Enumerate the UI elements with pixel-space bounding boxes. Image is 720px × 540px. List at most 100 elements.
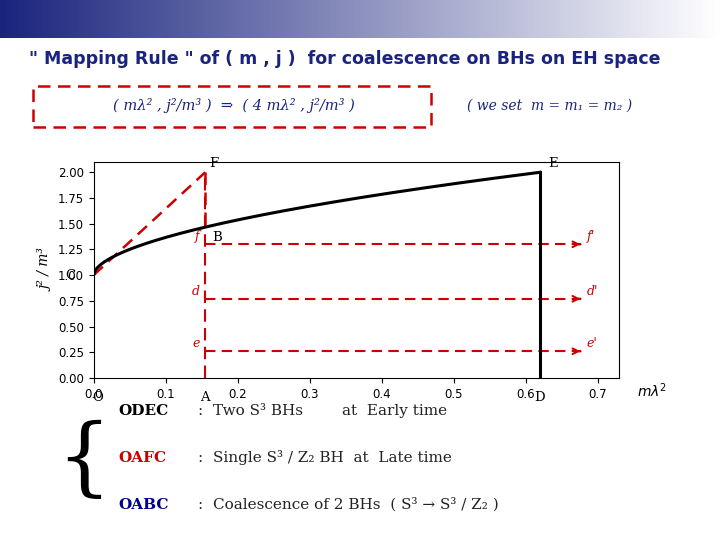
Bar <box>79 0 81 42</box>
Bar <box>50 0 53 42</box>
Bar <box>441 0 444 42</box>
Bar <box>77 0 79 42</box>
Bar <box>456 0 459 42</box>
Bar <box>425 0 427 42</box>
Bar <box>365 0 367 42</box>
Bar <box>367 0 369 42</box>
Bar <box>2 0 5 42</box>
Bar <box>283 0 286 42</box>
Bar <box>233 0 235 42</box>
Bar <box>189 0 192 42</box>
Bar <box>274 0 276 42</box>
Text: :  Two S³ BHs        at  Early time: : Two S³ BHs at Early time <box>198 403 447 418</box>
Bar <box>612 0 614 42</box>
Bar <box>336 0 338 42</box>
Bar <box>135 0 137 42</box>
Bar <box>559 0 562 42</box>
Text: OAFC: OAFC <box>119 451 167 465</box>
Bar <box>693 0 696 42</box>
Bar <box>343 0 346 42</box>
Bar <box>271 0 274 42</box>
Bar <box>55 0 58 42</box>
Bar <box>533 0 535 42</box>
Bar <box>641 0 643 42</box>
Bar <box>449 0 451 42</box>
Bar <box>686 0 689 42</box>
Text: ( we set  m = m₁ = m₂ ): ( we set m = m₁ = m₂ ) <box>467 99 632 113</box>
Bar <box>151 0 153 42</box>
Bar <box>358 0 360 42</box>
Bar <box>473 0 475 42</box>
Bar <box>603 0 605 42</box>
Bar <box>31 0 34 42</box>
Bar <box>225 0 228 42</box>
Bar <box>679 0 682 42</box>
Bar <box>624 0 626 42</box>
Bar <box>629 0 631 42</box>
Text: e: e <box>192 337 199 350</box>
Bar <box>562 0 564 42</box>
Bar <box>403 0 405 42</box>
Bar <box>132 0 135 42</box>
Bar <box>518 0 521 42</box>
Bar <box>286 0 288 42</box>
Bar <box>646 0 648 42</box>
Bar <box>60 0 63 42</box>
Bar <box>305 0 307 42</box>
Bar <box>221 0 223 42</box>
Bar <box>691 0 693 42</box>
Text: {: { <box>56 420 112 503</box>
Bar <box>101 0 103 42</box>
Bar <box>125 0 127 42</box>
FancyBboxPatch shape <box>33 86 431 127</box>
Bar <box>593 0 595 42</box>
Bar <box>490 0 492 42</box>
Bar <box>665 0 667 42</box>
Bar <box>389 0 391 42</box>
Bar <box>171 0 173 42</box>
Bar <box>706 0 708 42</box>
Bar <box>432 0 434 42</box>
Bar <box>475 0 477 42</box>
Bar <box>578 0 581 42</box>
Bar <box>9 0 12 42</box>
Bar <box>581 0 583 42</box>
Bar <box>108 0 110 42</box>
Bar <box>585 0 588 42</box>
Bar <box>509 0 511 42</box>
Bar <box>279 0 281 42</box>
Bar <box>600 0 603 42</box>
Bar <box>204 0 207 42</box>
Bar <box>223 0 225 42</box>
Bar <box>492 0 495 42</box>
Text: F: F <box>209 157 218 170</box>
Bar <box>276 0 279 42</box>
Bar <box>526 0 528 42</box>
Bar <box>269 0 271 42</box>
Bar <box>216 0 218 42</box>
Bar <box>192 0 194 42</box>
Bar <box>540 0 542 42</box>
Bar <box>480 0 482 42</box>
Bar <box>86 0 89 42</box>
Bar <box>557 0 559 42</box>
Bar <box>310 0 312 42</box>
Bar <box>259 0 261 42</box>
Bar <box>698 0 701 42</box>
Bar <box>564 0 567 42</box>
Text: d: d <box>192 285 199 298</box>
Bar <box>180 0 182 42</box>
Bar <box>178 0 180 42</box>
Bar <box>595 0 598 42</box>
Text: ( mλ² , j²/m³ )  ⇒  ( 4 mλ² , j²/m³ ): ( mλ² , j²/m³ ) ⇒ ( 4 mλ² , j²/m³ ) <box>113 98 355 113</box>
Bar <box>631 0 634 42</box>
Bar <box>36 0 38 42</box>
Text: E: E <box>549 157 558 170</box>
Bar <box>252 0 254 42</box>
Bar <box>94 0 96 42</box>
Bar <box>571 0 574 42</box>
Bar <box>158 0 161 42</box>
Bar <box>81 0 84 42</box>
Bar <box>574 0 576 42</box>
Bar <box>202 0 204 42</box>
